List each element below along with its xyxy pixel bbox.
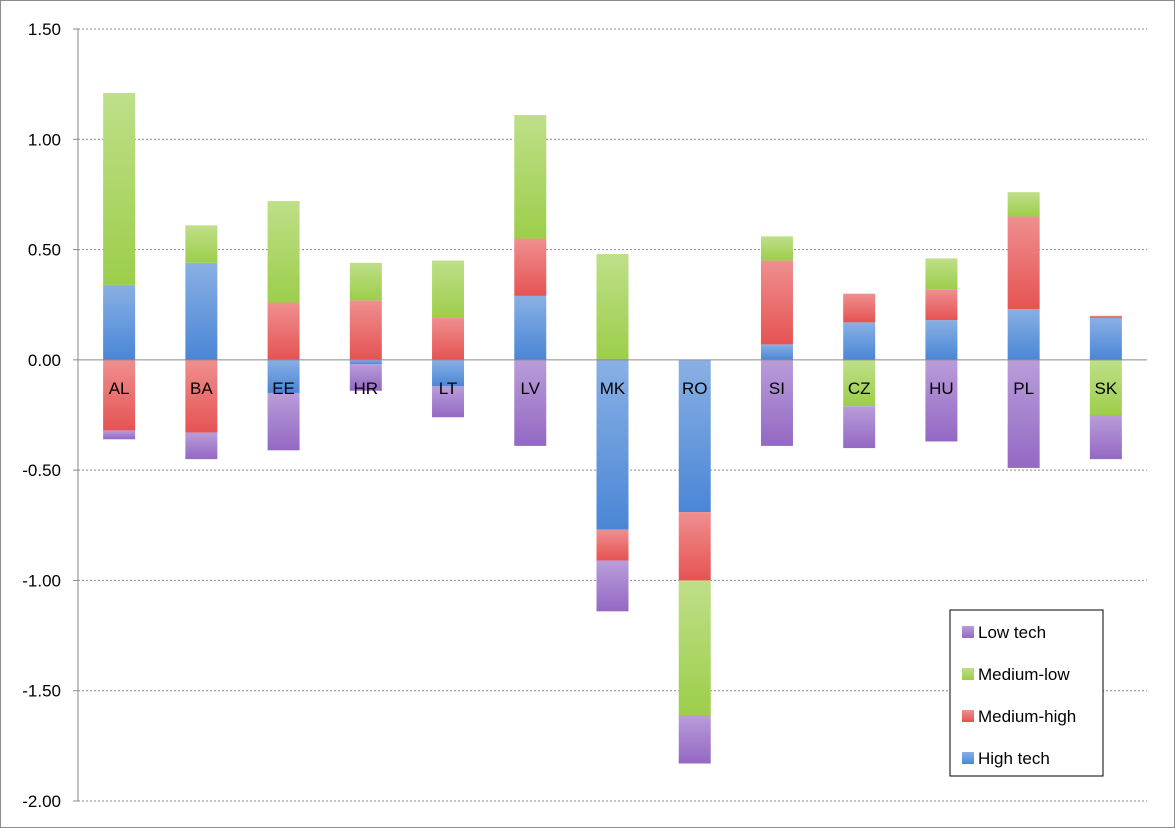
bar-mk-high-tech [596, 359, 629, 530]
legend-swatch-high-tech [962, 752, 974, 764]
legend-label-medium-low: Medium-low [978, 665, 1070, 684]
bar-al-medium-high [103, 359, 136, 431]
category-label-pl: PL [1013, 379, 1034, 398]
category-label-ba: BA [190, 379, 213, 398]
bar-hr-medium-low [349, 262, 382, 301]
bar-hu-medium-low [925, 258, 958, 290]
bar-ba-medium-high [185, 359, 218, 433]
y-tick-label: -2.00 [22, 792, 61, 811]
category-label-cz: CZ [848, 379, 871, 398]
bar-hr-low-tech [349, 364, 382, 391]
y-tick-label: 0.50 [28, 241, 61, 260]
y-tick-label: -1.50 [22, 682, 61, 701]
bar-ba-low-tech [185, 432, 218, 460]
bar-ee-high-tech [267, 359, 300, 393]
legend: Low tech Medium-low Medium-high High tech [949, 609, 1104, 777]
legend-swatch-medium-low [962, 668, 974, 680]
legend-swatch-medium-high [962, 710, 974, 722]
bar-si-medium-high [760, 260, 793, 345]
bar-sk-low-tech [1089, 415, 1122, 460]
bar-pl-low-tech [1007, 359, 1040, 468]
bar-ee-medium-low [267, 201, 300, 303]
bar-mk-medium-low [596, 253, 629, 360]
category-labels: AL BA EE HR LT LV MK RO SI CZ HU PL SK [109, 379, 1118, 398]
bar-mk-low-tech [596, 560, 629, 612]
category-label-hr: HR [354, 379, 379, 398]
bar-pl-high-tech [1007, 309, 1040, 360]
legend-label-low-tech: Low tech [978, 623, 1046, 642]
category-label-mk: MK [600, 379, 626, 398]
bar-lt-medium-low [432, 260, 465, 318]
bar-si-high-tech [760, 344, 793, 360]
y-axis: 1.50 1.00 0.50 0.00 -0.50 -1.00 -1.50 -2.00 [22, 20, 79, 811]
bar-hu-low-tech [925, 359, 958, 442]
y-tick-label: -0.50 [22, 461, 61, 480]
legend-swatch-low-tech [962, 626, 974, 638]
bar-lv-low-tech [514, 359, 547, 446]
y-tick-label: 1.50 [28, 20, 61, 39]
bar-hr-medium-high [349, 300, 382, 360]
bar-hu-medium-high [925, 289, 958, 321]
category-label-al: AL [109, 379, 130, 398]
bar-ro-medium-high [678, 512, 711, 581]
bar-hu-high-tech [925, 320, 958, 360]
bar-lv-high-tech [514, 295, 547, 360]
bar-al-low-tech [103, 430, 136, 440]
bar-cz-low-tech [843, 406, 876, 449]
legend-label-high-tech: High tech [978, 749, 1050, 768]
y-tick-label: -1.00 [22, 571, 61, 590]
bar-ee-low-tech [267, 392, 300, 451]
bar-mk-medium-high [596, 529, 629, 561]
bar-cz-medium-high [843, 293, 876, 323]
category-label-ee: EE [272, 379, 295, 398]
bar-si-low-tech [760, 359, 793, 446]
bar-lt-high-tech [432, 359, 465, 387]
bar-sk-high-tech [1089, 317, 1122, 360]
legend-label-medium-high: Medium-high [978, 707, 1076, 726]
bar-sk-medium-low [1089, 359, 1122, 415]
y-tick-label: 1.00 [28, 130, 61, 149]
bar-pl-medium-low [1007, 192, 1040, 217]
bar-ee-medium-high [267, 302, 300, 360]
category-label-hu: HU [929, 379, 954, 398]
bar-pl-medium-high [1007, 216, 1040, 310]
bar-si-medium-low [760, 236, 793, 261]
bar-hr-high-tech [349, 359, 382, 365]
bar-ba-high-tech [185, 262, 218, 360]
category-label-sk: SK [1095, 379, 1118, 398]
bar-lv-medium-high [514, 238, 547, 296]
bar-ba-medium-low [185, 225, 218, 263]
bar-lv-medium-low [514, 115, 547, 239]
bar-lt-medium-high [432, 317, 465, 360]
bar-ro-low-tech [678, 714, 711, 764]
bar-sk-medium-high [1089, 315, 1122, 318]
bar-ro-medium-low [678, 580, 711, 715]
bars [103, 92, 1122, 764]
y-tick-label: 0.00 [28, 351, 61, 370]
bar-al-medium-low [103, 92, 136, 285]
category-label-lt: LT [439, 379, 458, 398]
bar-ro-high-tech [678, 359, 711, 513]
bar-cz-high-tech [843, 322, 876, 360]
bar-lt-low-tech [432, 386, 465, 418]
category-label-ro: RO [682, 379, 708, 398]
category-label-lv: LV [520, 379, 540, 398]
legend-box [949, 609, 1104, 777]
category-label-si: SI [769, 379, 785, 398]
bar-cz-medium-low [843, 359, 876, 407]
bar-al-high-tech [103, 284, 136, 360]
